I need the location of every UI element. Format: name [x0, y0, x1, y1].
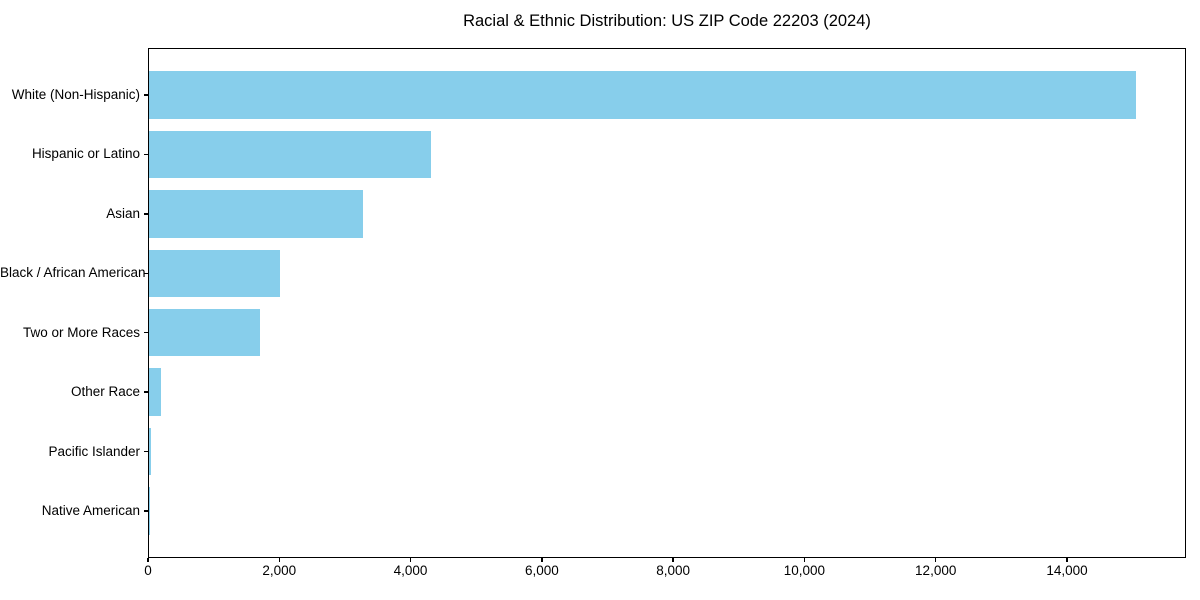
bar-white-non-hispanic — [149, 71, 1136, 119]
x-tick-label-12000: 12,000 — [915, 563, 957, 578]
y-tick-mark-white-non-hispanic — [144, 94, 148, 96]
x-tick-mark-12000 — [935, 558, 937, 562]
x-tick-mark-8000 — [672, 558, 674, 562]
bar-two-or-more-races — [149, 308, 260, 357]
y-tick-mark-black-african-american — [144, 272, 148, 274]
x-tick-label-10000: 10,000 — [783, 563, 826, 578]
y-tick-mark-two-or-more-races — [144, 332, 148, 334]
bar-hispanic-or-latino — [149, 130, 431, 179]
x-tick-label-14000: 14,000 — [1046, 563, 1088, 578]
x-tick-mark-10000 — [803, 558, 806, 562]
y-tick-label-other-race: Other Race — [70, 384, 140, 400]
y-tick-label-hispanic-or-latino: Hispanic or Latino — [31, 146, 140, 162]
bar-native-american — [149, 487, 150, 535]
bar-other-race — [149, 368, 161, 416]
y-tick-label-white-non-hispanic: White (Non-Hispanic) — [11, 86, 140, 102]
x-tick-mark-2000 — [278, 558, 280, 562]
x-tick-mark-14000 — [1066, 558, 1068, 562]
x-tick-mark-4000 — [409, 558, 412, 562]
bar-pacific-islander — [149, 427, 152, 476]
y-tick-mark-pacific-islander — [144, 450, 148, 453]
y-tick-mark-other-race — [144, 391, 148, 393]
y-tick-label-asian: Asian — [106, 205, 140, 221]
x-tick-label-6000: 6,000 — [524, 563, 559, 578]
y-tick-label-black-african-american: Black / African American — [0, 265, 146, 281]
y-tick-label-pacific-islander: Pacific Islander — [48, 443, 140, 459]
x-tick-label-2000: 2,000 — [262, 563, 297, 578]
y-tick-mark-hispanic-or-latino — [144, 153, 148, 156]
bar-asian — [149, 190, 364, 238]
plot-area — [148, 48, 1186, 558]
x-tick-label-4000: 4,000 — [393, 563, 428, 578]
x-tick-mark-0 — [147, 558, 149, 562]
y-tick-mark-native-american — [144, 510, 148, 512]
y-tick-label-two-or-more-races: Two or More Races — [22, 324, 140, 340]
x-tick-mark-6000 — [541, 558, 543, 562]
bar-black-african-american — [149, 249, 281, 298]
chart-title: Racial & Ethnic Distribution: US ZIP Cod… — [463, 12, 871, 30]
y-tick-mark-asian — [144, 213, 148, 215]
x-tick-label-0: 0 — [144, 563, 152, 578]
x-tick-label-8000: 8,000 — [656, 563, 691, 578]
y-tick-label-native-american: Native American — [41, 503, 140, 519]
